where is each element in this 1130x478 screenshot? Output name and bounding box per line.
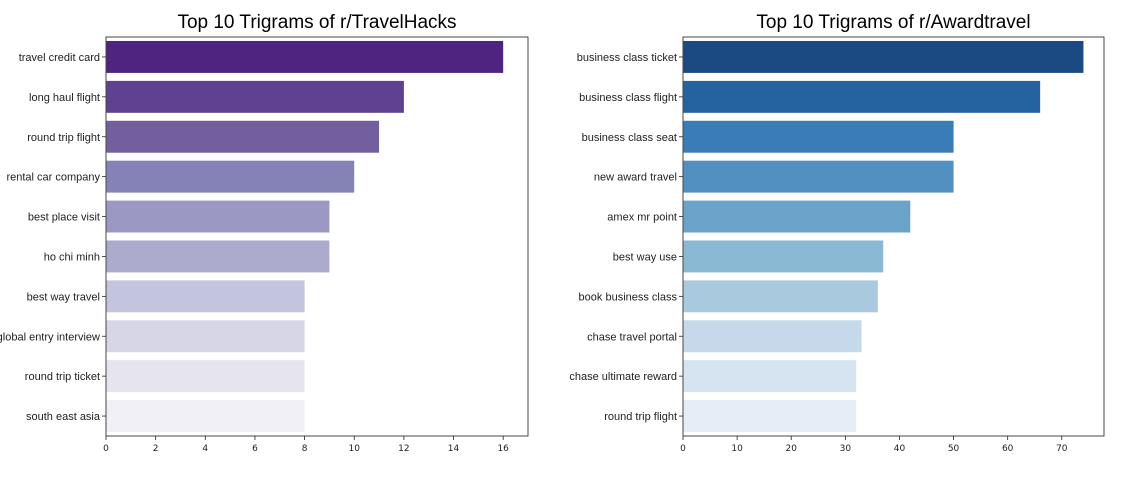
chart-title: Top 10 Trigrams of r/Awardtravel [756, 12, 1030, 33]
bar [106, 160, 355, 193]
x-tick-label: 60 [1002, 444, 1014, 454]
bar [683, 320, 862, 353]
x-tick-label: 14 [448, 444, 460, 454]
bar [683, 360, 857, 393]
category-label: rental car company [6, 172, 100, 184]
category-label: business class ticket [577, 52, 677, 64]
bar [106, 120, 380, 153]
bar [683, 40, 1084, 73]
bar [106, 240, 330, 273]
category-label: best way travel [27, 291, 100, 303]
bar [683, 240, 884, 273]
category-label: round trip flight [604, 411, 677, 423]
x-tick-label: 30 [840, 444, 852, 454]
x-tick-label: 70 [1056, 444, 1068, 454]
category-label: best way use [613, 251, 677, 263]
category-label: south east asia [26, 411, 101, 423]
bar [683, 160, 954, 193]
x-tick-label: 40 [894, 444, 906, 454]
plot-frame [105, 36, 529, 437]
x-tick-label: 0 [680, 444, 686, 454]
chart-travelhacks: Top 10 Trigrams of r/TravelHacks travel c… [0, 12, 529, 454]
bar [683, 80, 1041, 113]
category-label: long haul flight [29, 92, 100, 104]
x-tick-label: 8 [302, 444, 308, 454]
chart-awardtravel: Top 10 Trigrams of r/Awardtravel business… [569, 12, 1105, 454]
x-tick-label: 4 [202, 444, 208, 454]
category-label: travel credit card [19, 52, 100, 64]
plot-frame [682, 36, 1105, 437]
category-label: chase ultimate reward [569, 371, 677, 383]
chart-title: Top 10 Trigrams of r/TravelHacks [177, 12, 456, 33]
x-tick-label: 6 [252, 444, 258, 454]
category-label: round trip flight [27, 132, 100, 144]
x-tick-label: 12 [398, 444, 409, 454]
bar [106, 80, 404, 113]
bar [683, 400, 857, 433]
category-label: best place visit [28, 212, 100, 224]
x-tick-label: 10 [731, 444, 743, 454]
bar [683, 120, 954, 153]
bar [106, 40, 504, 73]
bar [106, 320, 305, 353]
bar [106, 400, 305, 433]
category-label: book business class [579, 291, 678, 303]
bar [106, 360, 305, 393]
category-label: ho chi minh [44, 251, 100, 263]
category-label: round trip ticket [25, 371, 100, 383]
category-label: business class seat [582, 132, 677, 144]
x-tick-label: 2 [153, 444, 159, 454]
x-tick-label: 0 [103, 444, 109, 454]
bar [683, 280, 878, 313]
category-label: global entry interview [0, 331, 100, 343]
category-label: amex mr point [607, 212, 677, 224]
category-label: new award travel [594, 172, 677, 184]
category-label: business class flight [579, 92, 677, 104]
bar [683, 200, 911, 233]
bar [106, 280, 305, 313]
x-tick-label: 16 [497, 444, 509, 454]
x-tick-label: 50 [948, 444, 960, 454]
category-label: chase travel portal [587, 331, 677, 343]
x-tick-label: 10 [349, 444, 361, 454]
x-tick-label: 20 [785, 444, 797, 454]
bar [106, 200, 330, 233]
